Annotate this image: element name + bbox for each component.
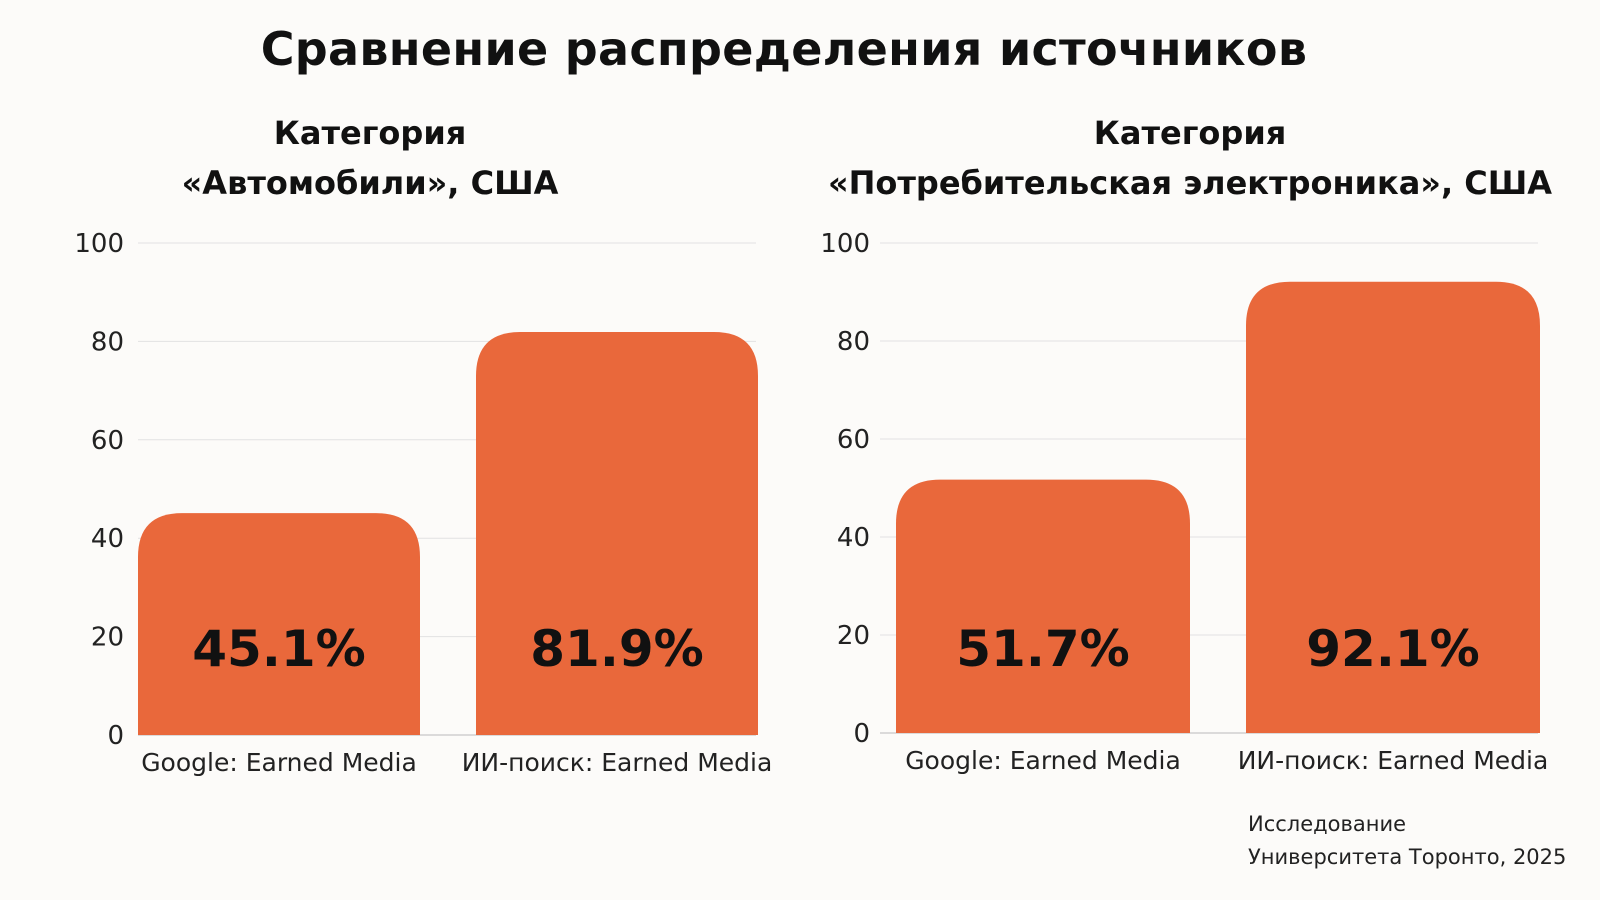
y-tick-label: 100 [74, 229, 124, 259]
credit-line2: Университета Торонто, 2025 [1248, 845, 1567, 869]
y-tick-label: 0 [107, 721, 124, 751]
chart-title-line2: «Автомобили», США [181, 164, 559, 202]
chart-title-automobiles: Категория «Автомобили», США [160, 108, 580, 208]
bar-data-label: 81.9% [530, 620, 703, 678]
y-tick-label: 80 [91, 327, 124, 357]
y-tick-label: 0 [853, 719, 870, 749]
y-tick-label: 40 [91, 524, 124, 554]
x-category-label: Google: Earned Media [141, 748, 417, 777]
y-tick-label: 60 [91, 426, 124, 456]
y-tick-label: 20 [91, 623, 124, 653]
chart-title-line2: «Потребительская электроника», США [827, 164, 1553, 202]
electronics-bar-1 [896, 479, 1190, 733]
automobiles-bar-1 [138, 513, 420, 735]
y-tick-label: 40 [837, 523, 870, 553]
y-tick-label: 100 [820, 229, 870, 259]
electronics-bar-2 [1246, 281, 1540, 733]
bar-data-label: 92.1% [1306, 620, 1479, 678]
source-credit: Исследование Университета Торонто, 2025 [1248, 808, 1566, 874]
credit-line1: Исследование [1248, 812, 1407, 836]
x-category-label: ИИ-поиск: Earned Media [462, 748, 773, 777]
y-tick-label: 60 [837, 425, 870, 455]
bar-data-label: 45.1% [192, 620, 365, 678]
bar-data-label: 51.7% [956, 620, 1129, 678]
y-tick-label: 80 [837, 327, 870, 357]
x-category-label: ИИ-поиск: Earned Media [1238, 746, 1549, 775]
page-title: Сравнение распределения источников [260, 22, 1308, 76]
y-tick-label: 20 [837, 621, 870, 651]
chart-title-electronics: Категория «Потребительская электроника»,… [820, 108, 1560, 208]
x-category-label: Google: Earned Media [905, 746, 1181, 775]
automobiles-bar-2 [476, 332, 758, 735]
chart-title-line1: Категория [273, 114, 467, 152]
chart-title-line1: Категория [1093, 114, 1287, 152]
